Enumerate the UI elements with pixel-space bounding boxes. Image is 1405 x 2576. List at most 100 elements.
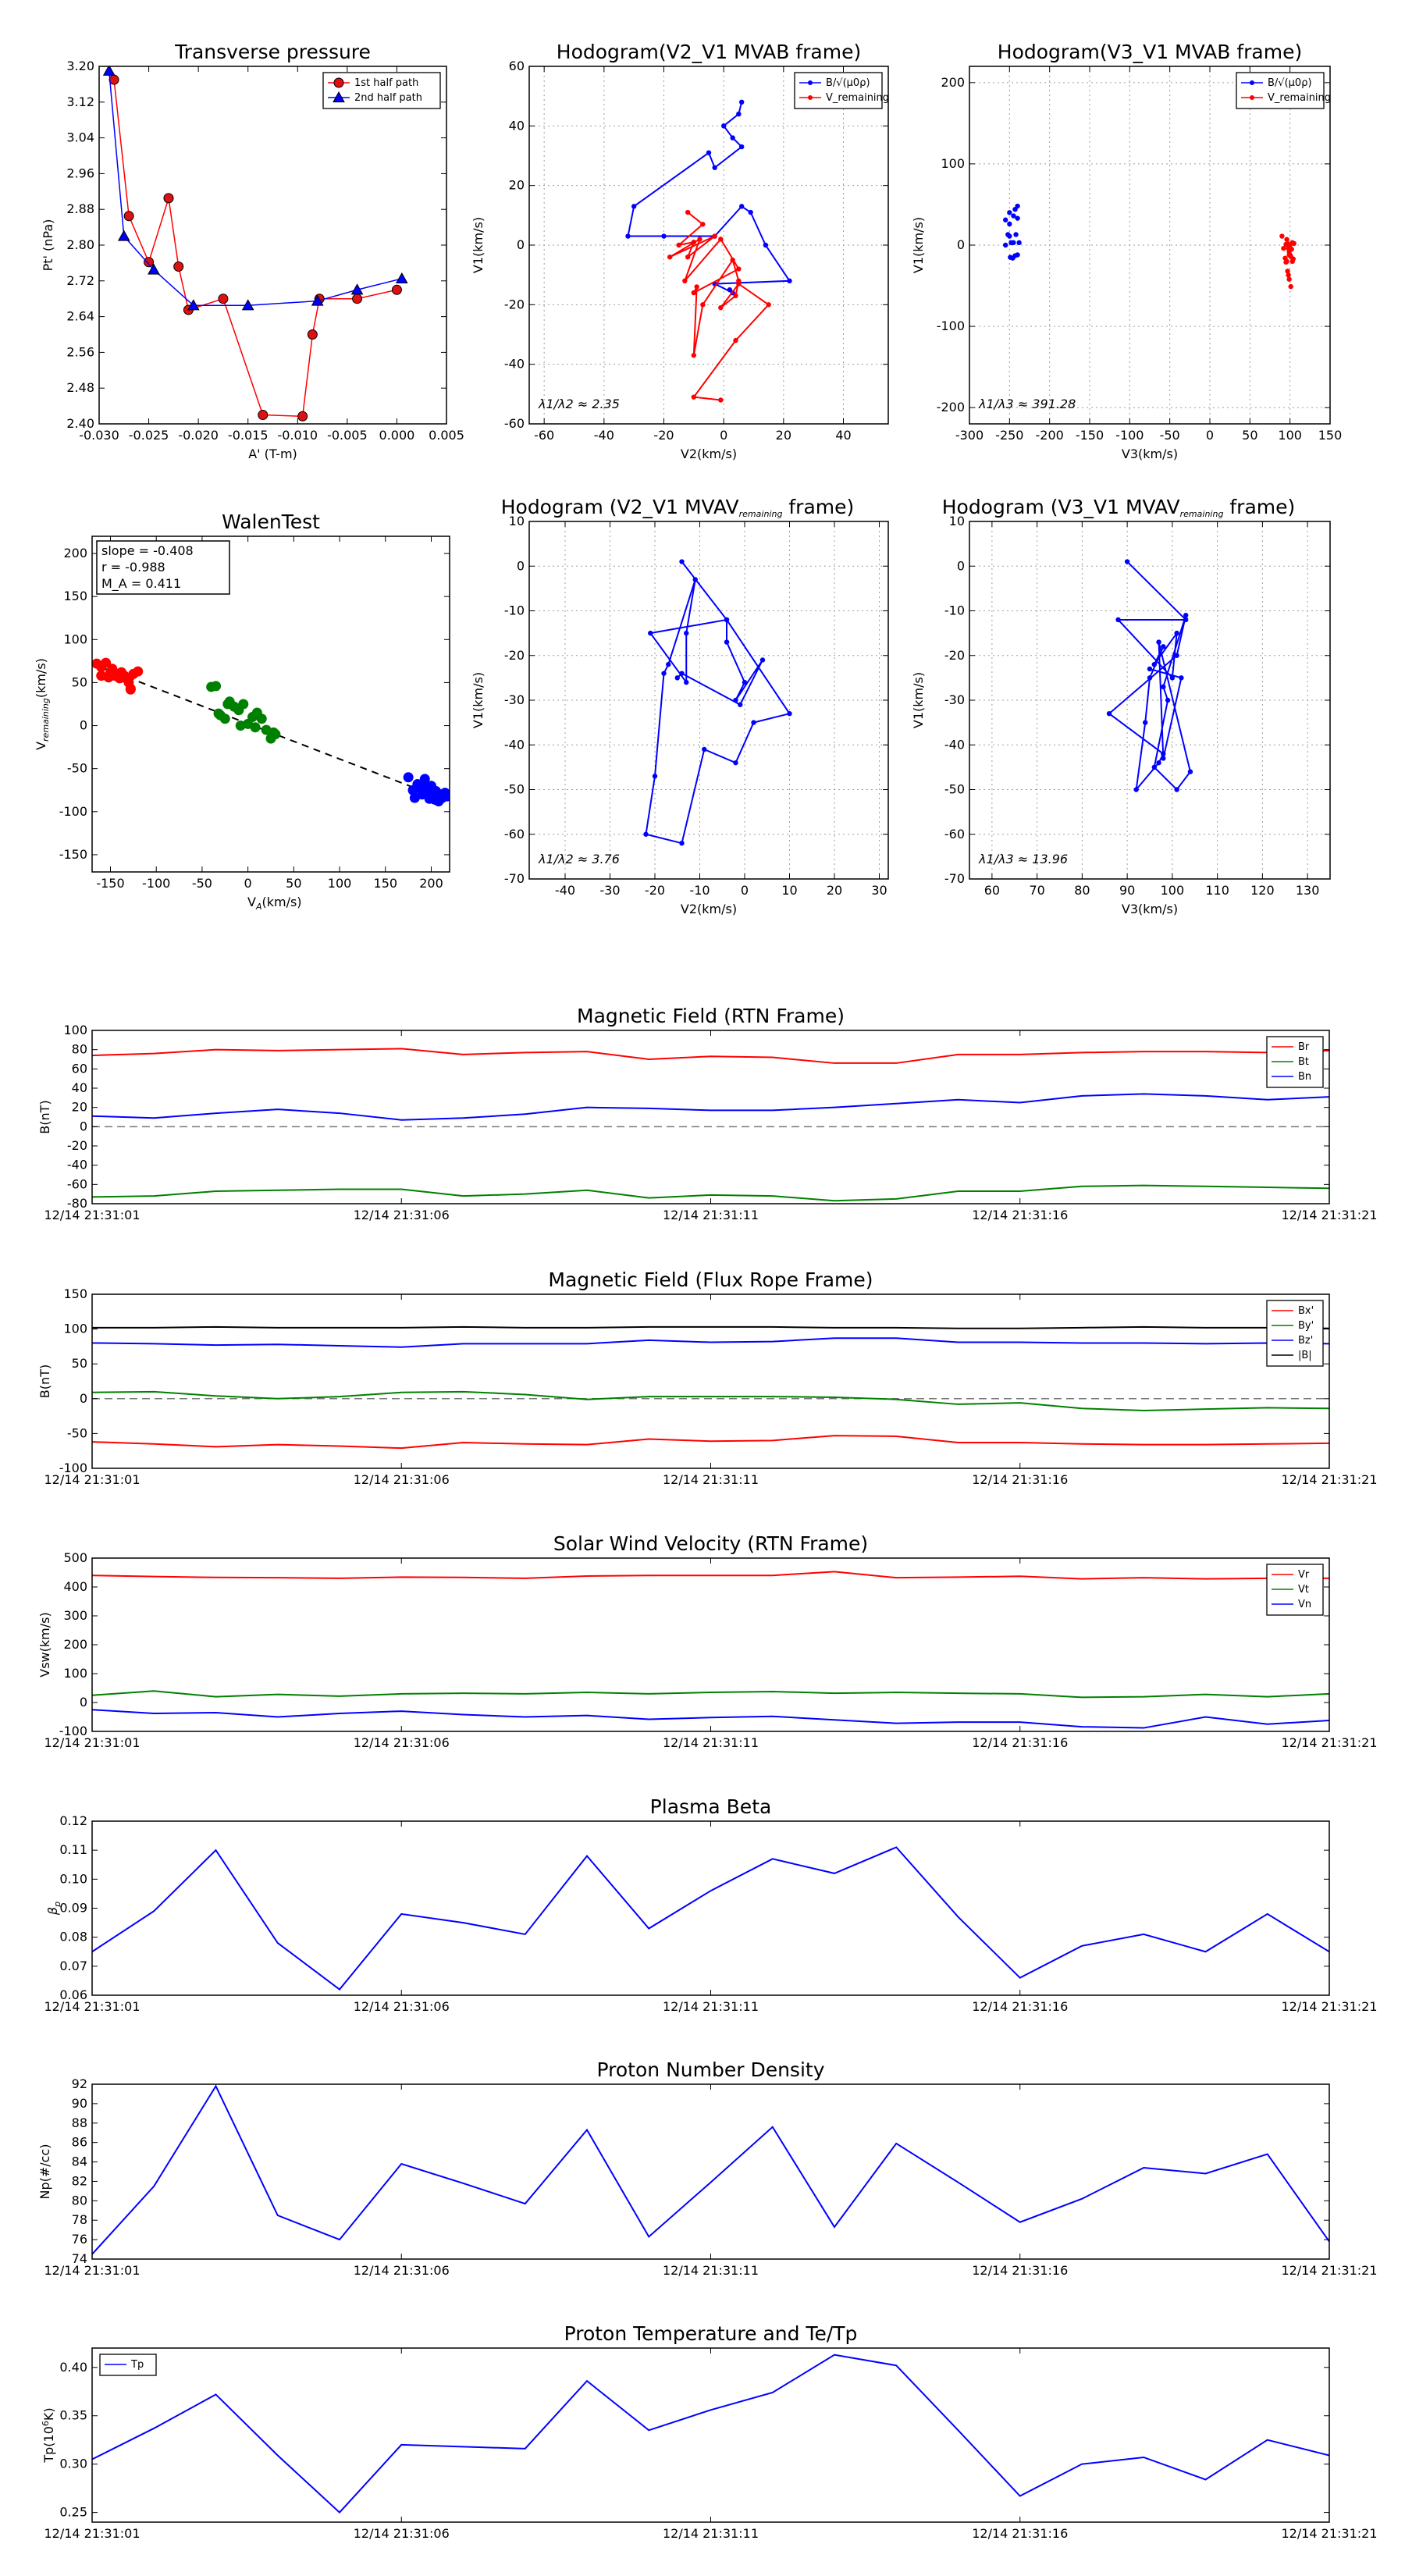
y-tick-label: 100	[63, 1023, 87, 1037]
chart-title: WalenTest	[222, 511, 320, 533]
series-line	[645, 560, 791, 845]
y-tick-label: 80	[72, 1042, 87, 1057]
series-2	[403, 772, 450, 807]
y-tick-label: -20	[504, 648, 525, 663]
axes-frame	[91, 1820, 1330, 1996]
data-point	[116, 672, 127, 683]
y-tick-label: 0.08	[59, 1930, 87, 1944]
y-tick-label: -20	[504, 297, 525, 311]
chart-title: Hodogram(V2_V1 MVAB frame)	[557, 41, 861, 63]
data-point	[311, 294, 324, 306]
legend-label: Bn	[1298, 1071, 1311, 1083]
legend-label: 2nd half path	[354, 92, 422, 104]
data-point	[787, 278, 792, 283]
legend-label: Bx'	[1298, 1305, 1314, 1317]
y-tick-label: 10	[949, 514, 965, 528]
series-v-remaining	[667, 209, 771, 403]
series-line	[92, 2354, 1329, 2514]
data-point	[352, 294, 363, 304]
x-tick-label: -0.010	[277, 428, 318, 443]
x-tick-label: 12/14 21:31:16	[972, 1472, 1068, 1487]
x-tick-label: 12/14 21:31:16	[972, 1208, 1068, 1222]
series-vt	[92, 1690, 1329, 1699]
y-tick-label: 150	[63, 1286, 87, 1301]
data-point	[270, 729, 281, 740]
y-axis-label: V1(km/s)	[471, 672, 486, 728]
data-point	[144, 257, 155, 268]
data-point	[222, 699, 233, 710]
series-tp	[92, 2354, 1329, 2514]
x-tick-label: 12/14 21:31:01	[44, 2526, 140, 2541]
y-tick-label: -50	[67, 1425, 87, 1440]
x-tick-label: 12/14 21:31:06	[354, 2263, 450, 2278]
y-tick-label: 50	[72, 1356, 87, 1371]
data-point	[702, 746, 707, 753]
series-0	[92, 2084, 1329, 2255]
series-line	[92, 1337, 1329, 1348]
data-point	[679, 671, 685, 676]
series-line	[92, 1846, 1329, 1991]
series-bt	[92, 1184, 1329, 1202]
chart-hv1: Hodogram (V2_V1 MVAVremaining frame) -40 -…	[471, 496, 889, 916]
y-tick-label: 3.20	[66, 59, 94, 73]
series-br	[92, 1048, 1329, 1064]
data-point	[730, 257, 735, 263]
x-axis-label: V2(km/s)	[681, 902, 737, 916]
data-point	[694, 284, 699, 290]
legend-box	[1236, 72, 1325, 109]
series-line	[92, 1048, 1329, 1064]
x-tick-label: 12/14 21:31:16	[972, 2263, 1068, 2278]
x-tick-label: 12/14 21:31:11	[663, 1472, 759, 1487]
y-tick-label: -60	[504, 416, 525, 431]
data-point	[1161, 756, 1166, 761]
y-tick-label: 0	[957, 237, 965, 252]
data-point	[1003, 242, 1008, 248]
data-point	[403, 772, 414, 783]
stats-box	[96, 540, 230, 595]
x-tick-label: 12/14 21:31:16	[972, 1999, 1068, 2014]
data-point	[429, 794, 440, 805]
chart-beta: Plasma Beta 12/14 21:31:01 12/14 21:31:06 1…	[44, 1795, 1377, 2014]
x-tick-label: 12/14 21:31:06	[354, 1208, 450, 1222]
y-tick-label: -10	[504, 603, 525, 618]
y-tick-label: 0	[517, 237, 525, 252]
y-tick-label: -70	[504, 871, 525, 886]
data-point	[738, 204, 745, 209]
y-tick-label: -10	[944, 603, 965, 618]
data-point	[1287, 253, 1293, 258]
x-tick-label: -20	[645, 883, 665, 898]
x-tick-label: 12/14 21:31:06	[354, 2526, 450, 2541]
y-axis-label: B(nT)	[37, 1100, 52, 1133]
series-line	[669, 212, 770, 401]
data-point	[102, 66, 116, 76]
y-tick-label: 40	[72, 1080, 87, 1095]
legend-label: 1st half path	[354, 77, 418, 89]
data-point	[173, 261, 184, 272]
x-tick-label: 40	[835, 428, 851, 443]
data-point	[391, 284, 402, 295]
x-tick-label: 12/14 21:31:21	[1281, 2263, 1377, 2278]
y-tick-label: -30	[504, 692, 525, 707]
chart-hv2: Hodogram (V3_V1 MVAVremaining frame) 60 70…	[911, 496, 1331, 916]
x-tick-label: 12/14 21:31:16	[972, 1735, 1068, 1750]
data-point	[685, 209, 691, 215]
series--b-	[92, 1325, 1329, 1329]
y-axis-label: Vsw(km/s)	[37, 1612, 52, 1677]
data-point	[679, 559, 685, 564]
data-point	[1016, 240, 1022, 246]
data-point	[1174, 630, 1179, 636]
x-tick-label: 30	[871, 883, 887, 898]
y-tick-label: 2.56	[66, 344, 94, 359]
data-point	[1284, 237, 1289, 242]
series-b-0-	[1003, 203, 1022, 261]
data-point	[1281, 245, 1286, 251]
data-point	[720, 123, 727, 129]
chart-title: Hodogram(V3_V1 MVAB frame)	[998, 41, 1302, 63]
y-tick-label: 0.10	[59, 1871, 87, 1886]
y-tick-label: 2.64	[66, 309, 94, 324]
x-tick-label: 12/14 21:31:21	[1281, 1735, 1377, 1750]
data-point	[256, 713, 267, 724]
x-tick-label: 150	[374, 876, 398, 891]
data-point	[1161, 684, 1166, 690]
y-tick-label: 0.06	[59, 1987, 87, 2002]
